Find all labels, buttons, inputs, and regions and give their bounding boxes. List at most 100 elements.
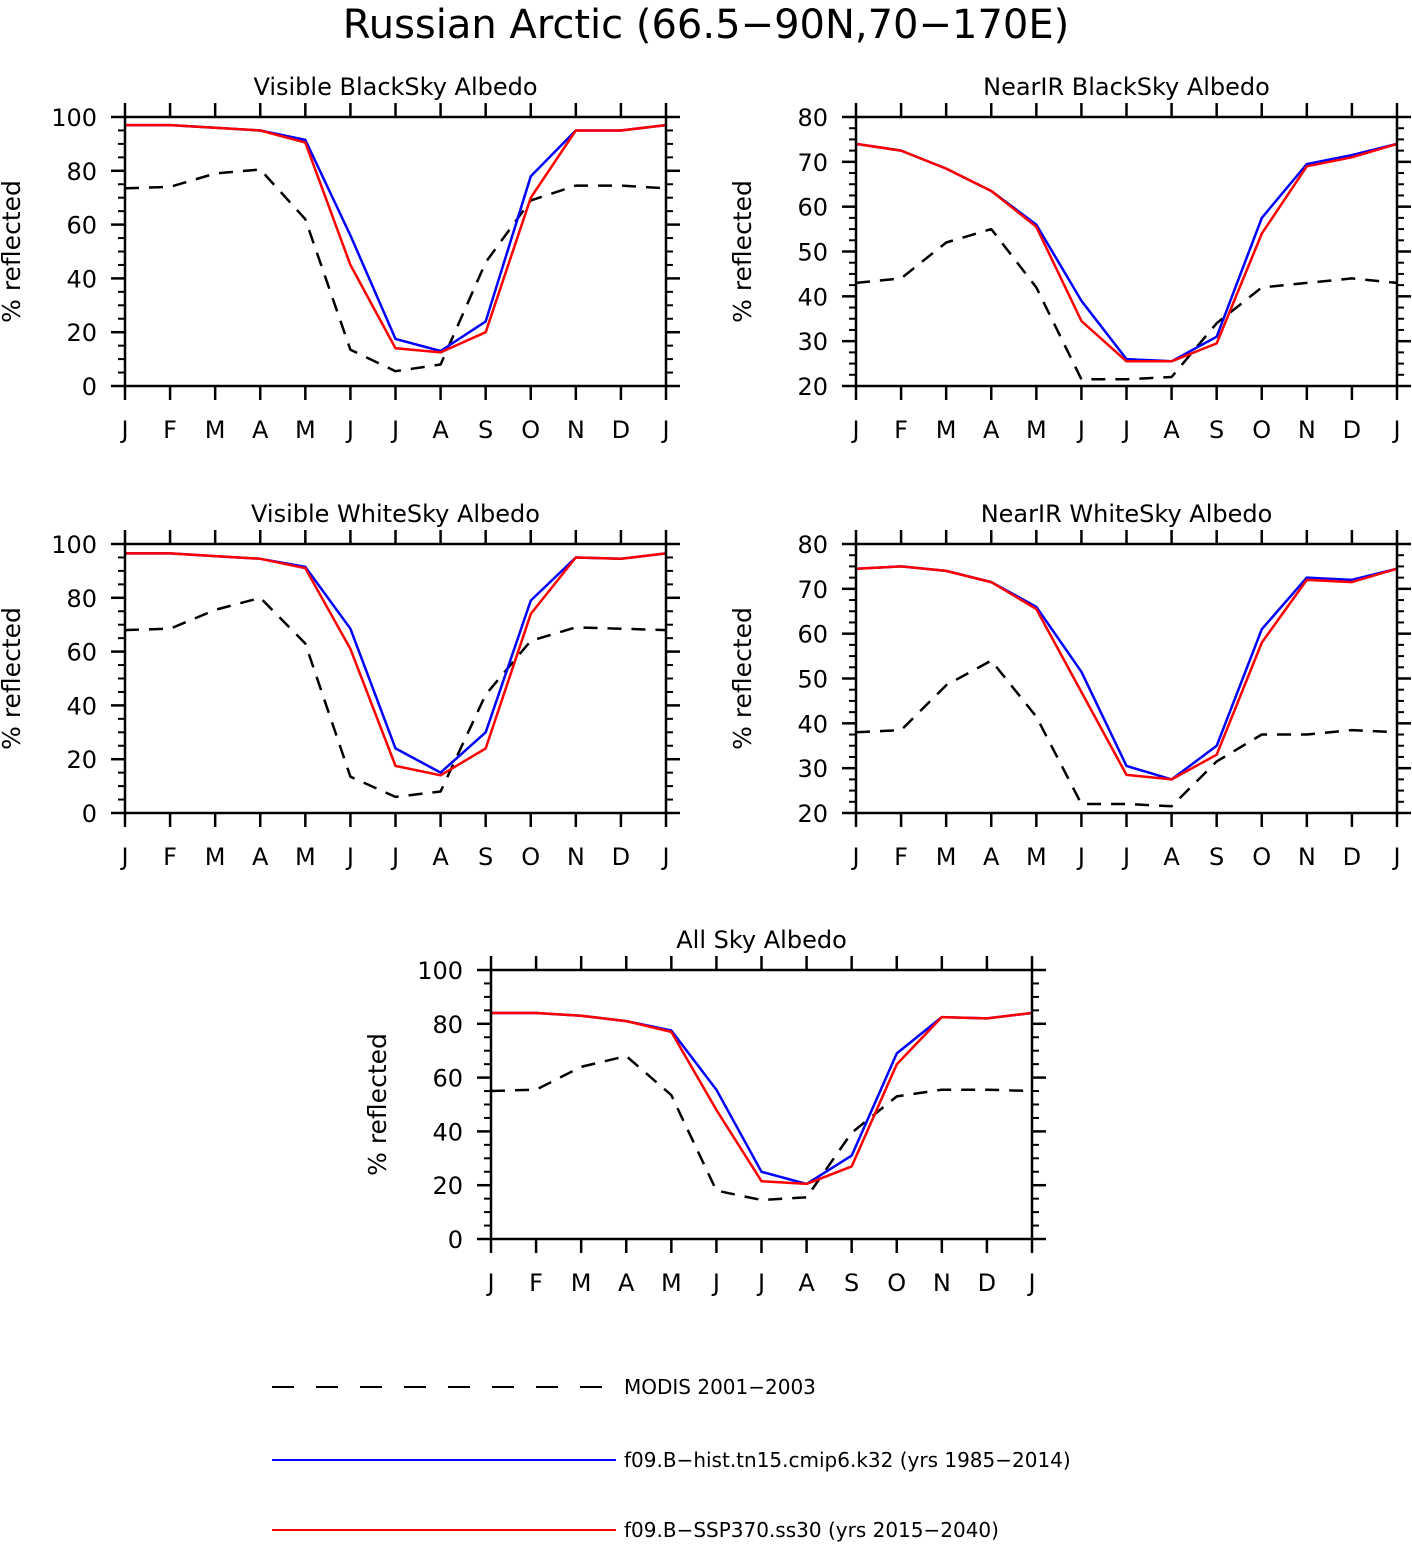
x-tick-label: A — [1163, 416, 1180, 444]
x-tick-label: D — [612, 416, 630, 444]
x-tick-label: O — [1252, 416, 1271, 444]
series-line-hist — [855, 142, 1398, 363]
plot-frame — [123, 115, 668, 388]
panel-title: NearIR BlackSky Albedo — [983, 73, 1270, 101]
x-tick-label: D — [978, 1269, 996, 1297]
x-tick-label: J — [711, 1269, 720, 1297]
y-tick-label: 60 — [432, 1065, 463, 1093]
legend-label-modis: MODIS 2001−2003 — [624, 1375, 816, 1399]
series-line-hist — [491, 1011, 1033, 1186]
x-tick-label: J — [345, 843, 354, 871]
x-tick-label: J — [660, 843, 669, 871]
x-tick-label: F — [529, 1269, 543, 1297]
x-tick-label: D — [1343, 416, 1361, 444]
y-axis-label: % reflected — [0, 180, 26, 323]
x-tick-label: O — [521, 416, 540, 444]
x-tick-label: F — [894, 416, 908, 444]
y-tick-label: 60 — [797, 194, 828, 222]
y-tick-label: 100 — [51, 104, 97, 132]
x-tick-label: S — [1209, 843, 1224, 871]
series-line-ssp370 — [491, 1011, 1033, 1186]
y-tick-label: 20 — [66, 746, 97, 774]
x-tick-label: M — [295, 416, 316, 444]
x-tick-label: A — [618, 1269, 635, 1297]
y-axis-label: % reflected — [728, 607, 757, 750]
y-tick-label: 40 — [66, 692, 97, 720]
series-line-modis — [124, 168, 667, 373]
series-line-modis — [490, 1054, 1033, 1202]
y-tick-label: 70 — [797, 149, 828, 177]
y-tick-label: 100 — [417, 957, 463, 985]
x-tick-label: A — [983, 843, 1000, 871]
x-tick-label: J — [119, 843, 128, 871]
x-tick-label: M — [205, 416, 226, 444]
x-tick-label: M — [661, 1269, 682, 1297]
y-tick-label: 40 — [797, 283, 828, 311]
y-tick-label: 20 — [797, 373, 828, 401]
y-axis-label: % reflected — [0, 607, 26, 750]
x-tick-label: O — [521, 843, 540, 871]
x-tick-label: J — [756, 1269, 765, 1297]
x-tick-label: F — [163, 843, 177, 871]
x-tick-label: N — [933, 1269, 951, 1297]
x-tick-label: J — [1076, 843, 1085, 871]
y-tick-label: 100 — [51, 531, 97, 559]
x-tick-label: O — [887, 1269, 906, 1297]
x-tick-label: J — [1121, 416, 1130, 444]
series-line-hist — [125, 123, 667, 353]
y-tick-label: 0 — [82, 800, 97, 828]
x-tick-label: A — [432, 416, 449, 444]
y-tick-label: 60 — [66, 639, 97, 667]
x-tick-label: S — [844, 1269, 859, 1297]
x-tick-label: J — [485, 1269, 494, 1297]
x-tick-label: M — [295, 843, 316, 871]
x-tick-label: A — [1163, 843, 1180, 871]
plot-frame — [123, 542, 668, 815]
legend: MODIS 2001−2003 f09.B−hist.tn15.cmip6.k3… — [272, 1375, 1071, 1542]
x-tick-label: A — [432, 843, 449, 871]
y-tick-label: 80 — [66, 158, 97, 186]
x-tick-label: A — [798, 1269, 815, 1297]
series-line-hist — [125, 552, 667, 774]
y-tick-label: 40 — [66, 265, 97, 293]
x-tick-label: J — [1391, 416, 1400, 444]
x-tick-label: J — [390, 416, 399, 444]
x-tick-label: S — [478, 843, 493, 871]
x-tick-label: N — [567, 843, 585, 871]
x-tick-label: M — [1026, 416, 1047, 444]
panel-title: Visible WhiteSky Albedo — [251, 500, 540, 528]
y-tick-label: 20 — [66, 319, 97, 347]
x-tick-label: J — [1121, 843, 1130, 871]
series-line-ssp370 — [125, 552, 667, 777]
x-tick-label: J — [1391, 843, 1400, 871]
x-tick-label: S — [1209, 416, 1224, 444]
plot-frame — [854, 115, 1399, 388]
x-tick-label: M — [936, 843, 957, 871]
series-line-ssp370 — [855, 565, 1398, 781]
y-axis-label: % reflected — [363, 1033, 392, 1176]
y-tick-label: 80 — [797, 531, 828, 559]
y-tick-label: 0 — [448, 1226, 463, 1254]
x-tick-label: J — [850, 416, 859, 444]
y-tick-label: 60 — [797, 621, 828, 649]
series-line-modis — [855, 659, 1398, 808]
x-tick-label: O — [1252, 843, 1271, 871]
x-tick-label: N — [1298, 843, 1316, 871]
x-tick-label: F — [163, 416, 177, 444]
x-tick-label: J — [850, 843, 859, 871]
figure-title: Russian Arctic (66.5−90N,70−170E) — [343, 2, 1070, 48]
series-line-modis — [855, 227, 1398, 381]
y-tick-label: 80 — [66, 585, 97, 613]
x-tick-label: D — [1343, 843, 1361, 871]
x-tick-label: D — [612, 843, 630, 871]
y-tick-label: 80 — [432, 1011, 463, 1039]
legend-label-ssp370: f09.B−SSP370.ss30 (yrs 2015−2040) — [624, 1518, 999, 1542]
y-tick-label: 50 — [797, 239, 828, 267]
x-tick-label: M — [936, 416, 957, 444]
y-tick-label: 80 — [797, 104, 828, 132]
x-tick-label: N — [567, 416, 585, 444]
